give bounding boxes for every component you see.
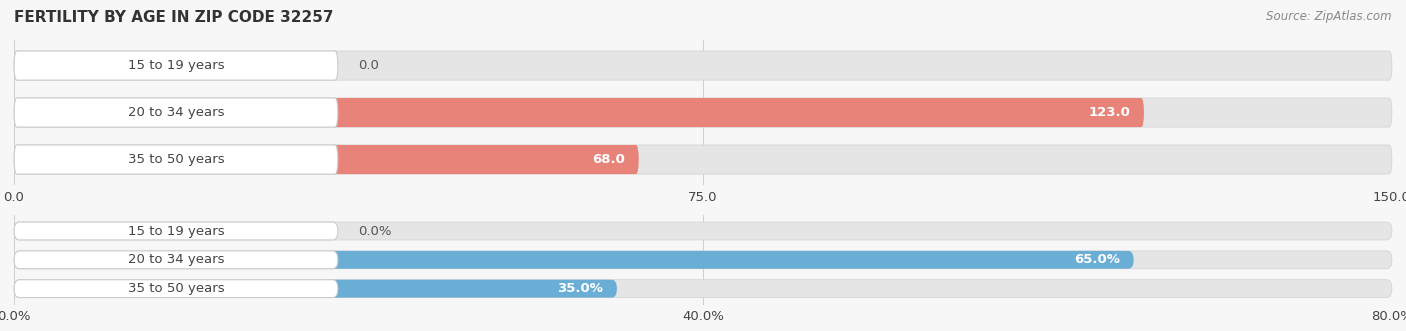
Text: 35 to 50 years: 35 to 50 years [128, 282, 225, 295]
FancyBboxPatch shape [14, 222, 62, 240]
Text: 15 to 19 years: 15 to 19 years [128, 59, 225, 72]
FancyBboxPatch shape [14, 145, 337, 174]
Text: 0.0: 0.0 [359, 59, 380, 72]
Text: 15 to 19 years: 15 to 19 years [128, 224, 225, 238]
FancyBboxPatch shape [14, 98, 1144, 127]
FancyBboxPatch shape [14, 222, 1392, 240]
FancyBboxPatch shape [14, 280, 1392, 298]
FancyBboxPatch shape [14, 280, 337, 298]
FancyBboxPatch shape [14, 145, 1392, 174]
Text: 35.0%: 35.0% [557, 282, 603, 295]
FancyBboxPatch shape [14, 145, 638, 174]
FancyBboxPatch shape [14, 98, 337, 127]
Text: 123.0: 123.0 [1088, 106, 1130, 119]
Text: Source: ZipAtlas.com: Source: ZipAtlas.com [1267, 10, 1392, 23]
FancyBboxPatch shape [14, 98, 1392, 127]
FancyBboxPatch shape [14, 222, 337, 240]
Text: 65.0%: 65.0% [1074, 253, 1119, 266]
FancyBboxPatch shape [14, 51, 337, 80]
Text: 20 to 34 years: 20 to 34 years [128, 253, 224, 266]
Text: 20 to 34 years: 20 to 34 years [128, 106, 224, 119]
FancyBboxPatch shape [14, 251, 1392, 269]
Text: 0.0%: 0.0% [359, 224, 392, 238]
FancyBboxPatch shape [14, 51, 1392, 80]
Text: FERTILITY BY AGE IN ZIP CODE 32257: FERTILITY BY AGE IN ZIP CODE 32257 [14, 10, 333, 25]
FancyBboxPatch shape [14, 251, 337, 269]
FancyBboxPatch shape [14, 251, 1133, 269]
FancyBboxPatch shape [14, 51, 62, 80]
Text: 35 to 50 years: 35 to 50 years [128, 153, 225, 166]
FancyBboxPatch shape [14, 280, 617, 298]
Text: 68.0: 68.0 [592, 153, 624, 166]
